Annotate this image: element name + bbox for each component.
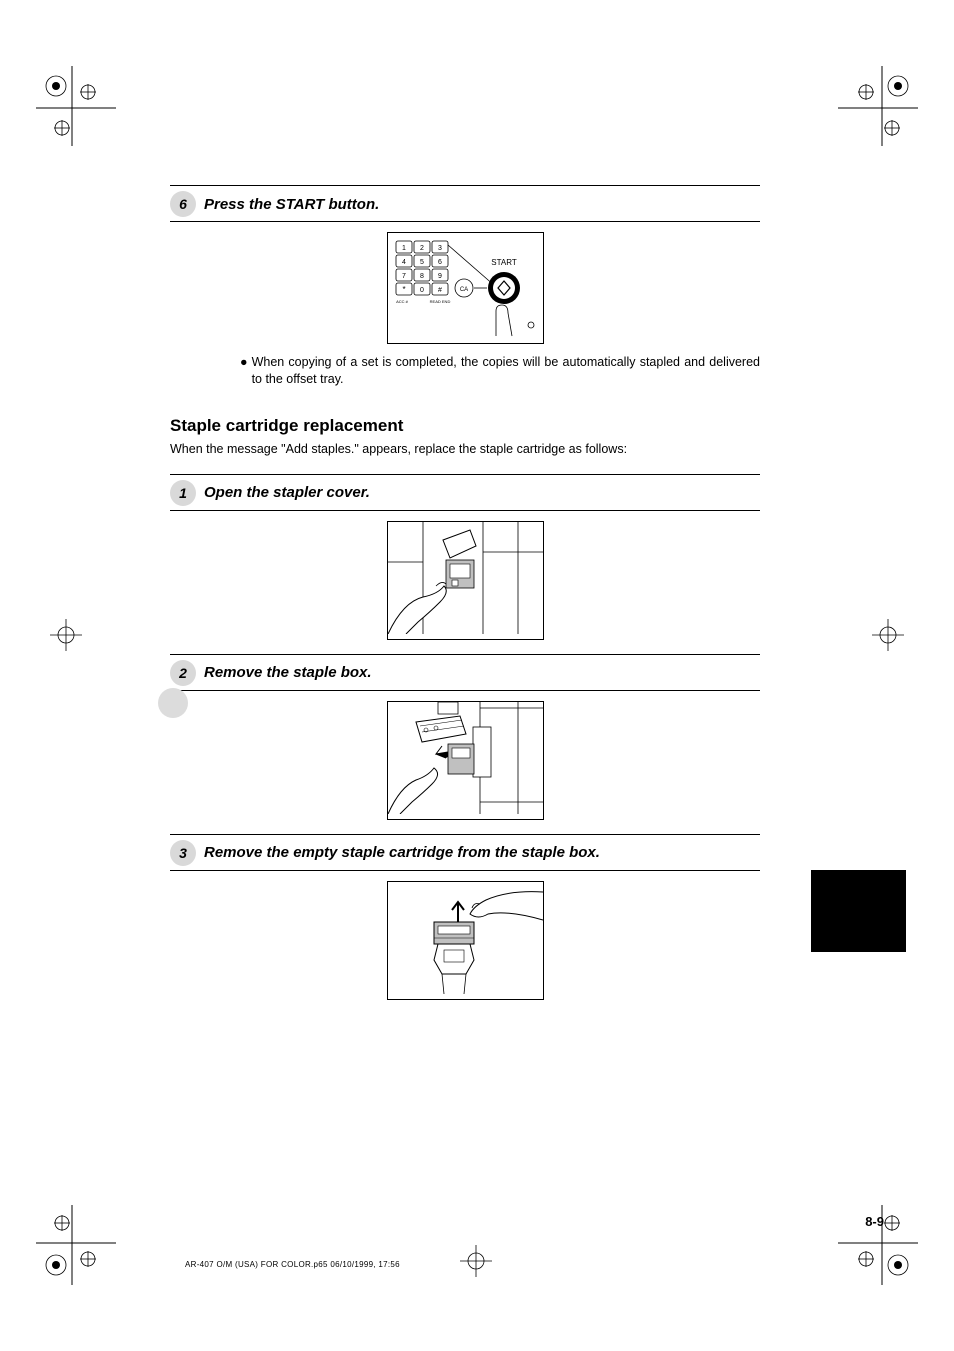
step-2: 2 Remove the staple box. <box>170 654 760 820</box>
side-tab <box>811 870 906 952</box>
step-2-title: Remove the staple box. <box>204 664 372 681</box>
footer-text: AR-407 O/M (USA) FOR COLOR.p65 06/10/199… <box>185 1260 400 1269</box>
svg-text:ACC #: ACC # <box>396 299 409 304</box>
page-number: 8-9 <box>865 1214 884 1229</box>
step-1-number: 1 <box>170 480 196 506</box>
step-3-figure <box>170 881 760 1000</box>
svg-text:#: # <box>438 287 442 294</box>
step-3-title: Remove the empty staple cartridge from t… <box>204 844 600 861</box>
step-3-number: 3 <box>170 840 196 866</box>
step-6: 6 Press the START button. 1 2 3 4 5 6 7 … <box>170 185 760 388</box>
step-1-title: Open the stapler cover. <box>204 484 370 501</box>
step-6-bullet: ● When copying of a set is completed, th… <box>240 354 760 388</box>
step-3-header: 3 Remove the empty staple cartridge from… <box>170 834 760 871</box>
svg-text:9: 9 <box>438 273 442 280</box>
section-heading: Staple cartridge replacement <box>170 416 760 436</box>
section-marker-circle <box>158 688 188 718</box>
step-2-header: 2 Remove the staple box. <box>170 654 760 691</box>
svg-text:0: 0 <box>420 287 424 294</box>
svg-text:READ END: READ END <box>429 299 450 304</box>
svg-text:6: 6 <box>438 259 442 266</box>
bullet-icon: ● <box>240 354 248 388</box>
svg-text:*: * <box>402 285 405 294</box>
svg-text:5: 5 <box>420 259 424 266</box>
step-6-figure: 1 2 3 4 5 6 7 8 9 * 0 # ACC # READ END <box>170 232 760 344</box>
step-1-figure <box>170 521 760 640</box>
step-2-number: 2 <box>170 660 196 686</box>
svg-text:3: 3 <box>438 245 442 252</box>
svg-text:START: START <box>491 258 517 267</box>
step-3: 3 Remove the empty staple cartridge from… <box>170 834 760 1000</box>
svg-text:8: 8 <box>420 273 424 280</box>
svg-text:CA: CA <box>459 287 467 293</box>
svg-text:7: 7 <box>402 273 406 280</box>
step-6-number: 6 <box>170 191 196 217</box>
step-6-title: Press the START button. <box>204 196 379 213</box>
svg-text:4: 4 <box>402 259 406 266</box>
step-2-figure <box>170 701 760 820</box>
svg-text:1: 1 <box>402 245 406 252</box>
step-1: 1 Open the stapler cover. <box>170 474 760 640</box>
svg-text:2: 2 <box>420 245 424 252</box>
intro-text: When the message "Add staples." appears,… <box>170 442 760 456</box>
step-6-bullet-text: When copying of a set is completed, the … <box>252 354 760 388</box>
step-6-header: 6 Press the START button. <box>170 185 760 222</box>
page-content: 6 Press the START button. 1 2 3 4 5 6 7 … <box>170 185 760 1014</box>
step-1-header: 1 Open the stapler cover. <box>170 474 760 511</box>
